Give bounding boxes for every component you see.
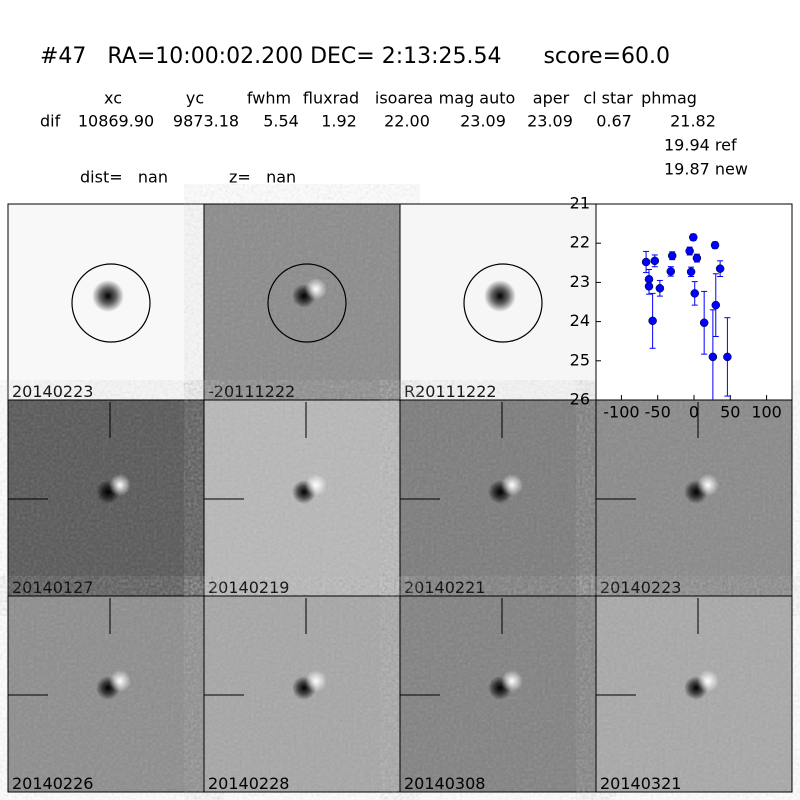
point (699, 318, 709, 328)
point (689, 233, 698, 242)
aperture (267, 263, 347, 343)
stamp-label: 20140223 (600, 578, 681, 597)
column-header: xc (104, 89, 122, 108)
y-tick-label: 26 (570, 390, 590, 409)
y-tick-label: 23 (570, 272, 590, 291)
stamp-label: 20140308 (404, 774, 485, 793)
phmag-ref: 19.94 ref (664, 136, 737, 155)
stamp-label: -20111222 (208, 382, 295, 401)
column-header: mag auto (439, 89, 516, 108)
source-light (305, 474, 327, 496)
point (648, 316, 657, 326)
x-tick-label: 0 (689, 403, 699, 422)
x-tick-label: -100 (603, 403, 639, 422)
image-stamp: R20111222 (399, 203, 597, 401)
image-stamp: 20140308 (399, 595, 597, 793)
point (723, 352, 732, 362)
x-tick-label: 50 (720, 403, 740, 422)
image-stamp: -20111222 (203, 203, 401, 401)
stamp-frame (595, 595, 793, 793)
source-dark (92, 280, 124, 312)
table-value: 23.09 (460, 112, 506, 131)
x-tick-label: -50 (645, 403, 671, 422)
stamp-label: 20140321 (600, 774, 681, 793)
image-stamp: 20140228 (203, 595, 401, 793)
image-stamp: 20140219 (203, 399, 401, 597)
image-stamp: 20140321 (595, 595, 793, 793)
stamp-label: 20140221 (404, 578, 485, 597)
source-light (109, 670, 131, 692)
source-light (305, 670, 327, 692)
image-stamp: 20140223 (7, 203, 205, 401)
source-dark (484, 280, 516, 312)
source-light (305, 278, 327, 300)
table-value: 0.67 (596, 112, 632, 131)
column-header: phmag (641, 89, 697, 108)
point (708, 352, 718, 362)
column-header: aper (533, 89, 570, 108)
source-light (501, 474, 523, 496)
point (641, 257, 651, 267)
table-value: 5.54 (263, 112, 299, 131)
title: #47 RA=10:00:02.200 DEC= 2:13:25.54 scor… (40, 44, 670, 69)
source-light (501, 670, 523, 692)
stamp-label: 20140223 (12, 382, 93, 401)
column-header: fwhm (247, 89, 291, 108)
source-light (109, 474, 131, 496)
column-header: fluxrad (303, 89, 359, 108)
stamp-label: 20140127 (12, 578, 93, 597)
point (715, 264, 725, 273)
plot-area (641, 233, 732, 400)
source-light (697, 670, 719, 692)
stamp-label: R20111222 (404, 382, 497, 401)
x-tick-label: 100 (751, 403, 782, 422)
point (685, 246, 694, 256)
y-tick-label: 21 (570, 194, 590, 213)
stamp-label: 20140226 (12, 774, 93, 793)
z: z= nan (229, 168, 296, 187)
point (692, 253, 702, 263)
column-header: isoarea (375, 89, 433, 108)
image-stamp: 20140226 (7, 595, 205, 793)
point (667, 251, 677, 260)
dist: dist= nan (80, 168, 168, 187)
point (686, 267, 696, 277)
table-value: 9873.18 (173, 112, 239, 131)
column-header: yc (186, 89, 204, 108)
y-tick-label: 24 (570, 311, 590, 330)
image-stamp: 20140127 (7, 399, 205, 597)
point (644, 282, 654, 291)
point (650, 256, 660, 266)
aperture (463, 263, 543, 343)
table-value: 23.09 (527, 112, 573, 131)
stamp-label: 20140228 (208, 774, 289, 793)
point (666, 267, 676, 276)
point (655, 284, 665, 293)
source-light (697, 474, 719, 496)
table-value: 21.82 (670, 112, 716, 131)
stamp-label: 20140219 (208, 578, 289, 597)
phmag-new: 19.87 new (664, 160, 748, 179)
table-value: 1.92 (321, 112, 357, 131)
row-label: dif (40, 112, 61, 131)
column-header: cl star (583, 89, 633, 108)
point (710, 240, 720, 250)
y-tick-label: 25 (570, 350, 590, 369)
point (711, 300, 721, 310)
image-stamp: 20140223 (595, 399, 793, 597)
table-value: 22.00 (384, 112, 430, 131)
y-tick-label: 22 (570, 233, 590, 252)
point (690, 289, 699, 298)
image-stamp: 20140221 (399, 399, 597, 597)
aperture (71, 263, 151, 343)
table-value: 10869.90 (78, 112, 154, 131)
